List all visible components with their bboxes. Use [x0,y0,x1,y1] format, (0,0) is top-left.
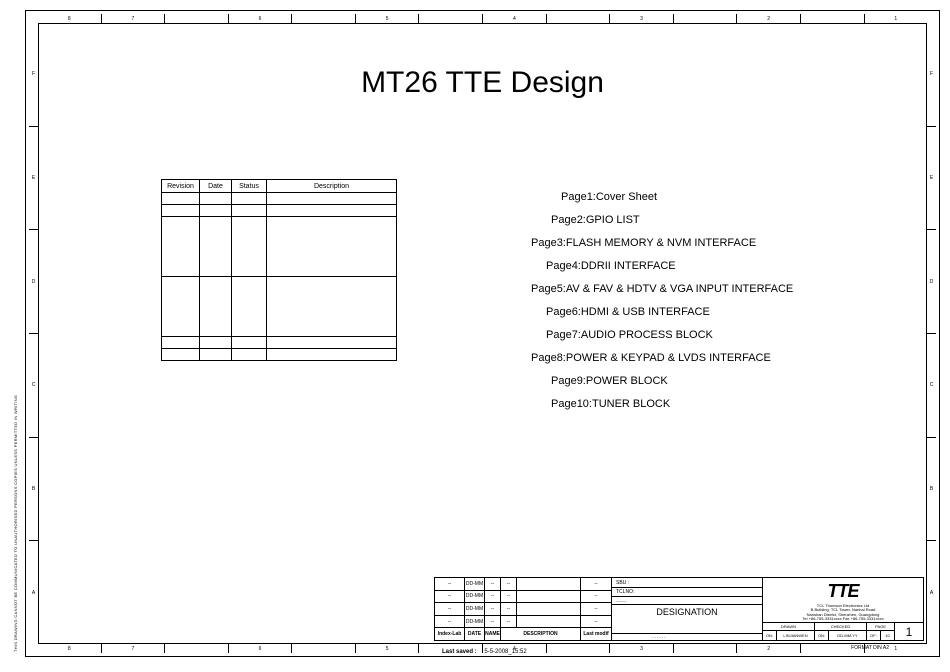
logo-area: TTE [763,578,923,604]
history-row: -- DD-MM -- -- -- [435,616,611,629]
page-entry: Page7:AUDIO PROCESS BLOCK [546,324,793,347]
page-entry: Page6:HDMI & USB INTERFACE [546,301,793,324]
ruler-top: 8 7 6 5 4 3 2 1 [38,14,927,24]
last-saved: Last saved : 5-5-2008_15:52 [442,649,527,655]
ruler-cell [801,14,865,23]
rev-header: Description [267,180,397,193]
last-saved-value: 5-5-2008_15:52 [484,649,526,655]
page-entry: Page8:POWER & KEYPAD & LVDS INTERFACE [531,347,793,370]
ruler-cell [674,644,738,653]
ruler-left: F E D C B A [29,23,39,644]
rev-row [162,217,397,277]
ruler-cell: 7 [102,14,166,23]
ruler-cell [674,14,738,23]
ruler-cell: D [927,230,936,334]
rev-row [162,349,397,361]
format-label: FORMAT DIN A2 [851,645,889,651]
titleblock-history: -- DD-MM -- -- -- -- DD-MM -- -- -- -- D… [434,577,612,641]
titleblock-designation: SBU : TCLNO: -------- DESIGNATION - - - … [612,577,762,641]
last-saved-label: Last saved : [442,649,477,655]
ruler-cell: 2 [737,14,801,23]
page-index: Page1:Cover Sheet Page2:GPIO LIST Page3:… [531,186,793,416]
history-header: Index-Lab DATE NAME DESCRIPTION Last mod… [435,628,611,640]
company-info: TCL Thomson Electronics Ltd B Building, … [763,604,923,622]
history-row: -- DD-MM -- -- -- [435,578,611,591]
history-row: -- DD-MM -- -- -- [435,591,611,604]
ruler-cell: 3 [610,644,674,653]
rev-row [162,205,397,217]
page-entry: Page10:TUNER BLOCK [551,393,793,416]
page-number: 1 [895,623,923,640]
page-entry: Page5:AV & FAV & HDTV & VGA INPUT INTERF… [531,278,793,301]
ruler-cell: 6 [229,14,293,23]
ruler-cell: 4 [483,14,547,23]
ruler-cell: E [29,127,38,231]
ruler-right: F E D C B A [926,23,936,644]
ruler-cell: 8 [38,14,102,23]
ruler-cell: E [927,127,936,231]
company-line: Tel +86-755-3331xxxx Fax +86-755-3331xxx… [763,617,923,621]
ruler-cell [547,14,611,23]
ruler-cell: A [927,541,936,644]
ruler-cell [292,644,356,653]
tclno-label: TCLNO: [612,588,762,597]
designation-label: DESIGNATION [612,605,762,633]
ruler-cell: 5 [356,644,420,653]
rev-row [162,337,397,349]
dash-row: - - - - - - [612,633,762,640]
titleblock-signoff: DRAWN ON: LINJIANWEN CHECKED ON: DD-MM-Y… [763,622,923,640]
rev-header: Revision [162,180,200,193]
sbu-label: SBU : [612,578,762,588]
ruler-cell [165,644,229,653]
rev-row [162,277,397,337]
drawn-col: DRAWN ON: LINJIANWEN [763,623,815,640]
page-col: PAGE OF: 10 [867,623,895,640]
ruler-cell: 1 [865,14,928,23]
ruler-cell: 5 [356,14,420,23]
revision-table: Revision Date Status Description [161,179,397,361]
drawing-frame: 8 7 6 5 4 3 2 1 8 7 6 5 4 3 2 1 F E D C … [25,10,940,657]
rev-header: Date [200,180,232,193]
ruler-cell: 3 [610,14,674,23]
title-block: -- DD-MM -- -- -- -- DD-MM -- -- -- -- D… [434,577,924,641]
page-entry: Page1:Cover Sheet [561,186,793,209]
tte-logo: TTE [828,581,859,602]
page-number-col: 1 [895,623,923,640]
checked-col: CHECKED ON: DD-MM-YY [815,623,867,640]
ruler-cell [292,14,356,23]
ruler-cell [547,644,611,653]
ruler-cell: 6 [229,644,293,653]
ruler-cell [419,14,483,23]
ruler-cell [165,14,229,23]
ruler-cell: 7 [102,644,166,653]
ruler-cell: B [29,438,38,542]
dash-row: -------- [612,597,762,605]
ruler-cell: C [29,334,38,438]
ruler-cell: B [927,438,936,542]
rev-header: Status [232,180,267,193]
rev-row [162,193,397,205]
page-entry: Page4:DDRII INTERFACE [546,255,793,278]
ruler-cell: D [29,230,38,334]
page-entry: Page9:POWER BLOCK [551,370,793,393]
ruler-cell: C [927,334,936,438]
page-entry: Page2:GPIO LIST [551,209,793,232]
ruler-cell: 8 [38,644,102,653]
ruler-cell: 2 [737,644,801,653]
ruler-cell: A [29,541,38,644]
titleblock-company: TTE TCL Thomson Electronics Ltd B Buildi… [762,577,924,641]
page-entry: Page3:FLASH MEMORY & NVM INTERFACE [531,232,793,255]
page-title: MT26 TTE Design [26,66,939,100]
confidential-text: THIS DRAWING CANNOT BE COMMUNICATED TO U… [13,395,18,652]
history-row: -- DD-MM -- -- -- [435,603,611,616]
